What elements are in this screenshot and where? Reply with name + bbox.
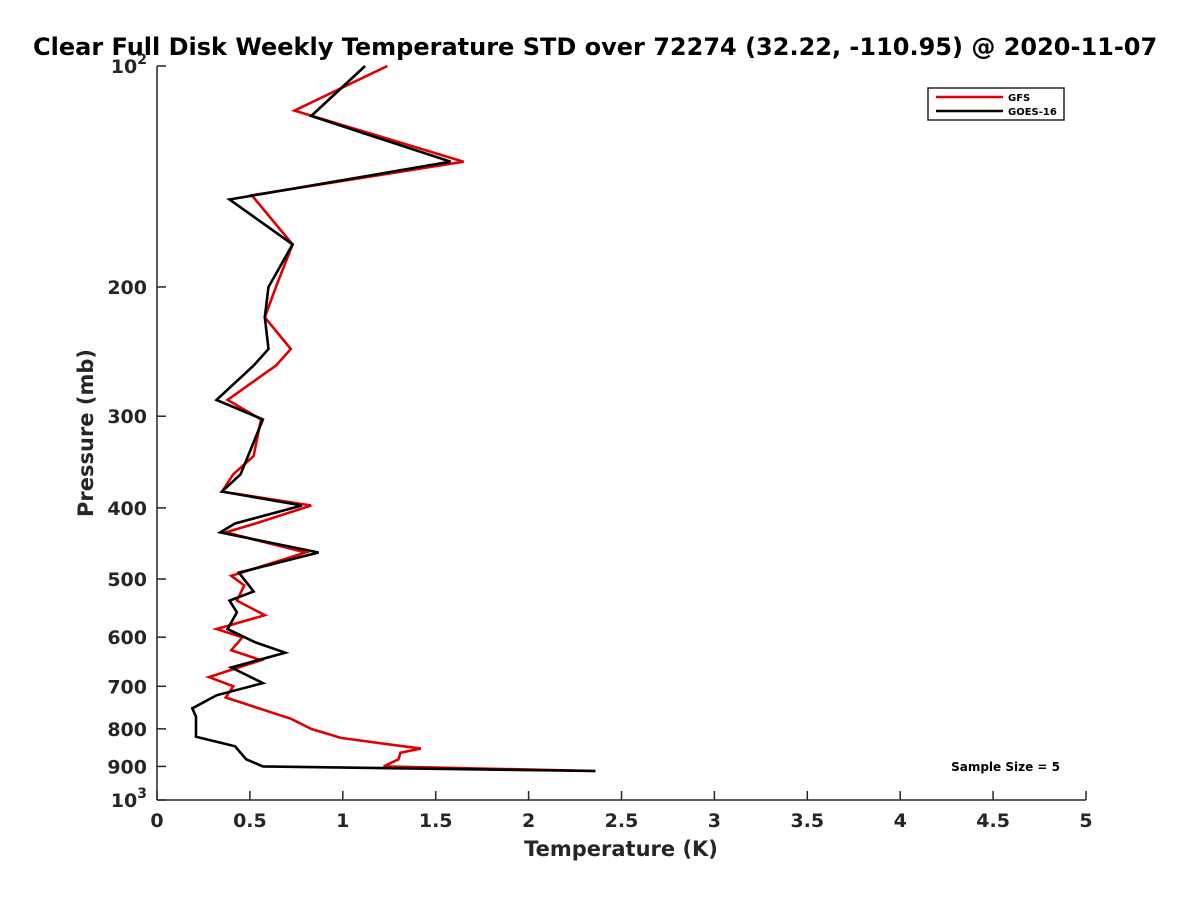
y-tick-base: 10 xyxy=(111,790,137,812)
y-tick-label: 900 xyxy=(107,756,147,778)
y-tick-label: 103 xyxy=(111,786,147,812)
y-axis-label: Pressure (mb) xyxy=(74,349,98,517)
y-tick-label: 800 xyxy=(107,719,147,741)
x-tick-label: 0 xyxy=(150,810,163,832)
series-lines xyxy=(190,64,596,773)
y-tick-exponent: 3 xyxy=(137,786,147,802)
legend-label: GFS xyxy=(1008,93,1030,104)
y-tick-exponent: 2 xyxy=(137,52,147,68)
y-tick-base: 10 xyxy=(111,56,137,78)
y-tick-label: 500 xyxy=(107,569,147,591)
chart-title: Clear Full Disk Weekly Temperature STD o… xyxy=(33,33,1157,61)
legend-box xyxy=(927,87,1065,121)
x-tick-label: 1 xyxy=(336,810,349,832)
sample-size-annotation: Sample Size = 5 xyxy=(951,760,1060,774)
y-tick-label: 200 xyxy=(107,277,147,299)
x-tick-label: 5 xyxy=(1079,810,1092,832)
x-tick-label: 3 xyxy=(708,810,721,832)
x-tick-label: 4.5 xyxy=(976,810,1010,832)
x-tick-label: 3.5 xyxy=(790,810,824,832)
x-tick-label: 1.5 xyxy=(419,810,453,832)
x-tick-label: 4 xyxy=(894,810,907,832)
x-axis-label: Temperature (K) xyxy=(524,837,718,861)
series-line-goes-16 xyxy=(190,65,596,773)
y-tick-label: 102 xyxy=(111,52,147,78)
legend: GFS GOES-16 xyxy=(927,87,1065,121)
x-tick-label: 2.5 xyxy=(605,810,639,832)
axes xyxy=(156,66,1086,801)
y-tick-label: 600 xyxy=(107,627,147,649)
x-tick-label: 0.5 xyxy=(233,810,267,832)
x-tick-label: 2 xyxy=(522,810,535,832)
legend-label: GOES-16 xyxy=(1008,107,1057,118)
y-tick-label: 700 xyxy=(107,676,147,698)
y-tick-label: 400 xyxy=(107,498,147,520)
y-tick-label: 300 xyxy=(107,406,147,428)
x-ticks: 0 0.5 1 1.5 2 2.5 3 3.5 4 4.5 5 xyxy=(150,791,1093,832)
series-line-gfs xyxy=(205,64,596,773)
